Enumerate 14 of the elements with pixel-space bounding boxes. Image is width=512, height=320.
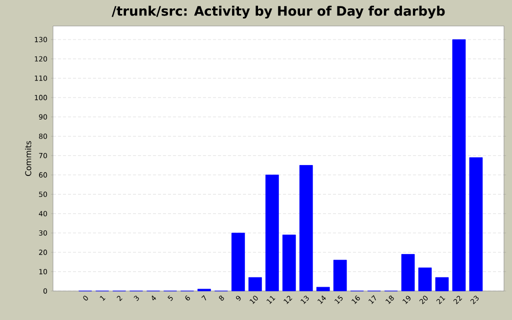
bar	[282, 234, 296, 292]
bar	[299, 165, 313, 292]
bar	[265, 174, 279, 292]
bar	[418, 268, 432, 292]
bar	[452, 39, 466, 292]
bar	[401, 254, 415, 292]
bar	[469, 157, 483, 292]
bar	[333, 260, 347, 292]
bar	[231, 232, 245, 292]
bar	[316, 286, 330, 292]
chart-title: /trunk/src: Activity by Hour of Day for darbyb	[112, 6, 445, 18]
y-axis-title: Commits	[25, 141, 32, 176]
bar	[435, 277, 449, 292]
bar	[248, 277, 262, 292]
